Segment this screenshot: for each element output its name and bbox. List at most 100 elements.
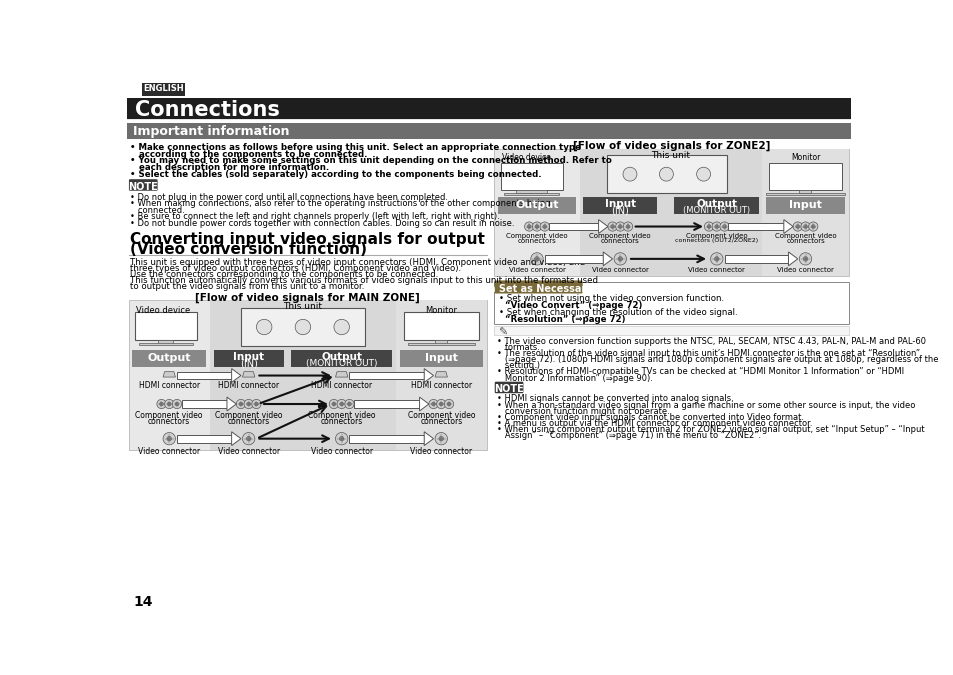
Circle shape xyxy=(714,256,719,261)
Bar xyxy=(130,180,156,190)
Bar xyxy=(769,163,841,190)
Circle shape xyxy=(659,167,673,181)
Bar xyxy=(723,255,787,263)
Circle shape xyxy=(532,222,541,231)
Polygon shape xyxy=(787,252,797,266)
Circle shape xyxy=(444,400,454,408)
Text: “Video Convert” (⇒page 72): “Video Convert” (⇒page 72) xyxy=(498,301,641,310)
Text: Input: Input xyxy=(424,353,457,363)
Text: ENGLISH: ENGLISH xyxy=(143,84,184,93)
Text: formats.: formats. xyxy=(497,343,539,352)
Text: Monitor: Monitor xyxy=(790,153,820,163)
Text: This unit is equipped with three types of video input connectors (HDMI, Componen: This unit is equipped with three types o… xyxy=(130,258,584,267)
Circle shape xyxy=(156,400,166,408)
Bar xyxy=(494,282,848,324)
Text: • The resolution of the video signal input to this unit’s HDMI connector is the : • The resolution of the video signal inp… xyxy=(497,349,920,358)
Text: • Do not bundle power cords together with connection cables. Doing so can result: • Do not bundle power cords together wit… xyxy=(130,219,514,228)
Text: Use the connectors corresponding to the components to be connected.: Use the connectors corresponding to the … xyxy=(130,270,438,279)
Bar xyxy=(210,300,395,450)
Circle shape xyxy=(165,400,173,408)
Bar xyxy=(504,192,558,195)
Text: Component video: Component video xyxy=(407,411,475,420)
Text: • Be sure to connect the left and right channels properly (left with left, right: • Be sure to connect the left and right … xyxy=(130,212,499,221)
Circle shape xyxy=(335,433,348,445)
Polygon shape xyxy=(232,432,241,446)
Text: Output: Output xyxy=(148,353,191,363)
Text: Input: Input xyxy=(788,200,821,211)
Text: setting.): setting.) xyxy=(497,361,540,371)
Circle shape xyxy=(622,167,637,181)
Circle shape xyxy=(721,225,725,228)
Polygon shape xyxy=(163,372,175,377)
Text: (Video conversion function): (Video conversion function) xyxy=(130,242,367,257)
Circle shape xyxy=(163,433,175,445)
Bar xyxy=(138,343,193,346)
Circle shape xyxy=(534,256,538,261)
Bar xyxy=(395,300,486,450)
Circle shape xyxy=(802,256,807,261)
Circle shape xyxy=(339,436,344,441)
Text: Component video: Component video xyxy=(506,233,567,239)
Polygon shape xyxy=(598,219,607,234)
Text: according to the components to be connected.: according to the components to be connec… xyxy=(130,150,367,159)
Text: connectors (OUT2/ZONE2): connectors (OUT2/ZONE2) xyxy=(675,238,758,243)
Text: • Make connections as follows before using this unit. Select an appropriate conn: • Make connections as follows before usi… xyxy=(130,142,580,152)
Bar xyxy=(181,400,227,408)
Text: This unit: This unit xyxy=(283,302,322,311)
Circle shape xyxy=(802,225,806,228)
Circle shape xyxy=(535,225,538,228)
Text: “Resolution” (⇒page 72): “Resolution” (⇒page 72) xyxy=(498,315,625,324)
Circle shape xyxy=(439,402,443,406)
Text: • When a non-standard video signal from a game machine or some other source is i: • When a non-standard video signal from … xyxy=(497,400,915,410)
Bar xyxy=(177,435,232,443)
Text: Converting input video signals for output: Converting input video signals for outpu… xyxy=(130,232,484,246)
Bar xyxy=(142,82,185,97)
Bar xyxy=(760,148,848,276)
Text: Component video: Component video xyxy=(589,233,650,239)
Bar xyxy=(500,163,562,190)
Circle shape xyxy=(339,402,343,406)
Circle shape xyxy=(435,433,447,445)
Circle shape xyxy=(607,222,617,231)
Text: This function automatically converts various formats of video signals input to t: This function automatically converts var… xyxy=(130,276,598,286)
Circle shape xyxy=(542,225,546,228)
Text: (⇒page 72). (1080p HDMI signals and 1080p component signals are output at 1080p,: (⇒page 72). (1080p HDMI signals and 1080… xyxy=(497,355,938,364)
Polygon shape xyxy=(419,397,429,411)
Polygon shape xyxy=(232,369,241,383)
Text: [Flow of video signals for ZONE2]: [Flow of video signals for ZONE2] xyxy=(573,141,770,151)
Bar xyxy=(516,190,546,192)
Circle shape xyxy=(336,400,346,408)
Circle shape xyxy=(329,400,338,408)
Text: ✎: ✎ xyxy=(497,327,507,338)
Bar xyxy=(606,155,726,194)
Text: three types of video output connectors (HDMI, Component video and video).: three types of video output connectors (… xyxy=(130,264,460,273)
Text: • Set when changing the resolution of the video signal.: • Set when changing the resolution of th… xyxy=(498,308,737,317)
Text: each description for more information.: each description for more information. xyxy=(130,163,329,172)
Text: [Flow of video signals for MAIN ZONE]: [Flow of video signals for MAIN ZONE] xyxy=(195,292,419,302)
Bar xyxy=(213,350,283,367)
Text: • The video conversion function supports the NTSC, PAL, SECAM, NTSC 4.43, PAL-N,: • The video conversion function supports… xyxy=(497,337,925,346)
Bar xyxy=(494,326,848,335)
Circle shape xyxy=(703,222,713,231)
Text: (IN): (IN) xyxy=(239,358,257,369)
Circle shape xyxy=(347,402,351,406)
Bar xyxy=(583,197,657,214)
Text: Important information: Important information xyxy=(133,125,290,138)
Bar xyxy=(349,372,424,379)
Circle shape xyxy=(431,402,435,406)
Circle shape xyxy=(808,222,817,231)
Circle shape xyxy=(294,319,311,335)
Polygon shape xyxy=(783,219,792,234)
Text: Output: Output xyxy=(321,352,362,362)
Bar xyxy=(349,435,424,443)
Bar xyxy=(579,148,760,276)
Text: NOTE: NOTE xyxy=(129,182,158,192)
Circle shape xyxy=(714,225,718,228)
Bar xyxy=(127,124,850,139)
Circle shape xyxy=(344,400,354,408)
Circle shape xyxy=(795,225,799,228)
Text: Monitor: Monitor xyxy=(425,306,456,315)
Circle shape xyxy=(524,222,534,231)
Circle shape xyxy=(174,402,179,406)
Circle shape xyxy=(167,436,172,441)
